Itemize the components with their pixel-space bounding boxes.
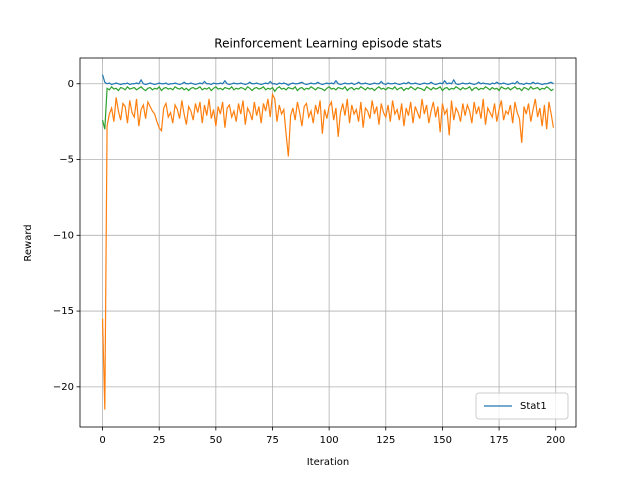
x-tick-label: 0 (99, 435, 105, 446)
x-tick-label: 150 (433, 435, 452, 446)
data-line (101, 85, 554, 130)
data-line (101, 74, 554, 87)
y-tick-label: −10 (53, 230, 74, 241)
x-tick-label: 125 (376, 435, 395, 446)
x-tick-label: 75 (266, 435, 279, 446)
x-tick-label: 175 (490, 435, 509, 446)
y-tick-label: −5 (59, 155, 74, 166)
legend-label: Stat1 (520, 401, 547, 412)
y-tick-label: −20 (53, 382, 74, 393)
x-tick-label: 100 (320, 435, 339, 446)
x-tick-label: 200 (546, 435, 565, 446)
data-line (101, 92, 555, 410)
x-tick-label: 50 (209, 435, 222, 446)
y-tick-label: −15 (53, 306, 74, 317)
plot-frame (79, 57, 577, 428)
x-tick-label: 25 (153, 435, 166, 446)
y-tick-label: 0 (68, 79, 74, 90)
chart-title: Reinforcement Learning episode stats (214, 37, 441, 51)
legend-box (475, 392, 569, 420)
y-axis-label: Reward (23, 224, 34, 261)
x-axis-label: Iteration (307, 457, 349, 468)
